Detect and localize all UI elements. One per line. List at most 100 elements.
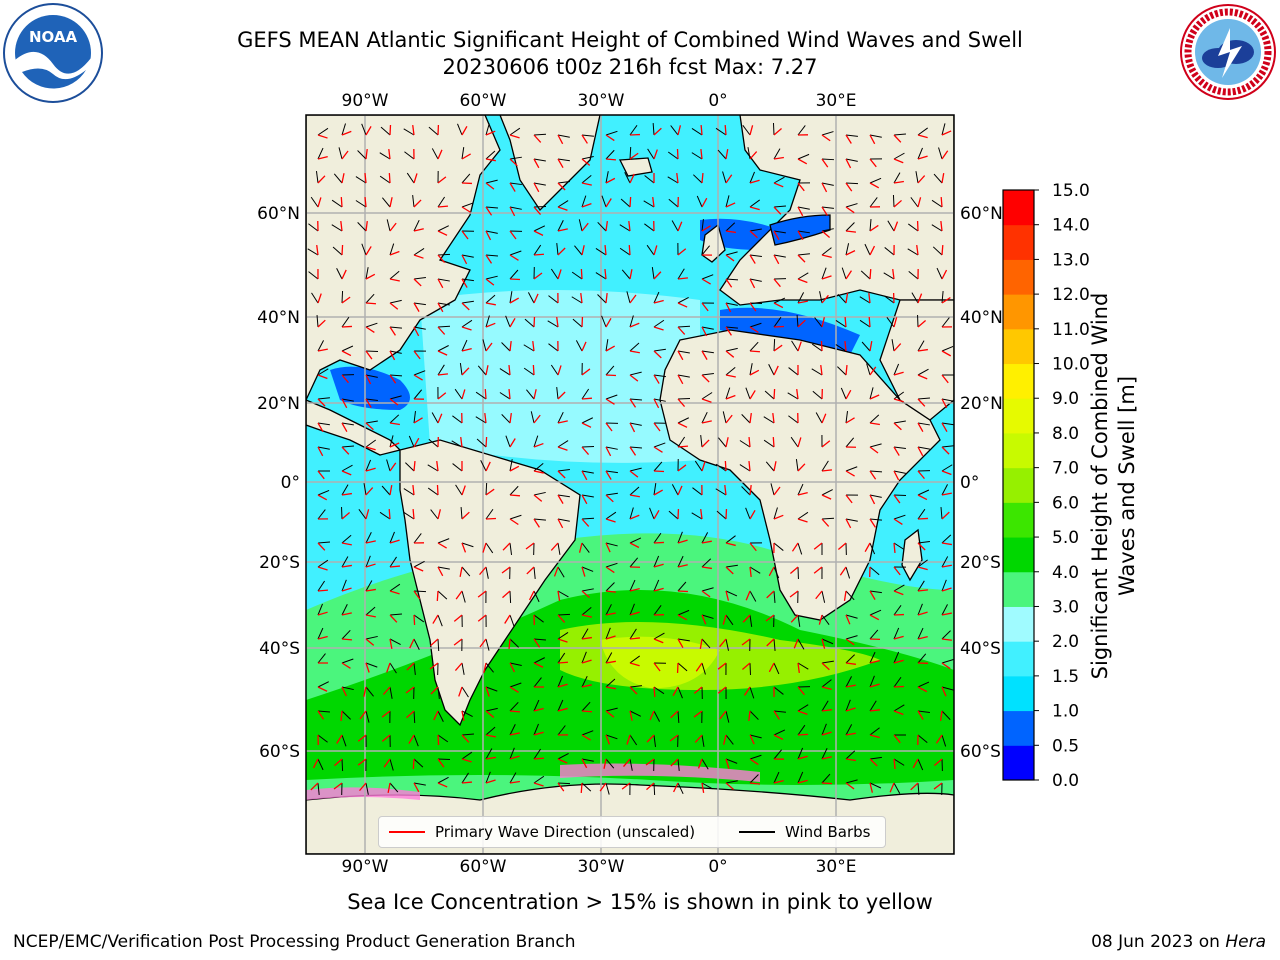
wind-barb	[533, 182, 546, 186]
wind-barb	[725, 195, 730, 208]
wind-barb	[763, 416, 775, 424]
wind-barb	[768, 364, 775, 376]
wave-direction-arrow	[533, 206, 542, 215]
wind-barb	[917, 508, 926, 520]
wind-barb	[581, 175, 592, 184]
wind-barb	[893, 782, 901, 794]
wave-direction-arrow	[941, 446, 950, 455]
wave-direction-arrow	[797, 206, 804, 217]
wave-direction-arrow	[789, 590, 799, 598]
wind-barb	[389, 374, 403, 377]
wave-direction-arrow	[941, 470, 952, 476]
wave-direction-arrow	[893, 590, 904, 596]
wave-direction-arrow	[941, 244, 944, 256]
wind-barb	[869, 700, 877, 712]
wind-barb	[629, 422, 642, 426]
wind-barb	[461, 173, 471, 184]
wave-direction-arrow	[941, 662, 951, 670]
wave-direction-arrow	[485, 461, 491, 472]
wind-barb	[893, 446, 906, 449]
wave-direction-arrow	[336, 734, 343, 744]
wave-direction-arrow	[364, 172, 367, 184]
wave-direction-arrow	[653, 326, 664, 331]
wind-barb	[581, 651, 587, 664]
wave-direction-arrow	[677, 464, 687, 472]
wave-direction-arrow	[413, 173, 418, 184]
wave-direction-arrow	[672, 782, 679, 793]
wind-barb	[821, 590, 826, 603]
wave-direction-arrow	[581, 758, 588, 769]
wind-barb	[621, 269, 631, 280]
wind-barb	[749, 322, 762, 328]
wave-direction-arrow	[749, 510, 756, 520]
wind-barb	[332, 246, 343, 256]
wind-barb	[739, 440, 751, 448]
wind-barb	[581, 588, 594, 592]
wave-direction-arrow	[317, 446, 324, 457]
wave-direction-arrow	[437, 413, 443, 424]
wave-direction-arrow	[742, 662, 751, 671]
wave-direction-arrow	[413, 254, 424, 259]
wave-direction-arrow	[365, 302, 377, 305]
wind-barb	[788, 367, 799, 376]
wind-barb	[677, 710, 680, 724]
wind-barb	[884, 295, 895, 304]
wind-barb	[773, 771, 780, 784]
wind-barb	[605, 171, 609, 184]
lat-label-left: 20°S	[259, 553, 300, 573]
wave-band-2to3-north	[420, 290, 700, 463]
wind-barb	[653, 686, 665, 695]
lat-label-left: 0°	[281, 473, 300, 493]
wind-barb	[773, 749, 783, 760]
colorbar-segment	[1003, 606, 1034, 642]
wave-direction-arrow	[700, 508, 703, 520]
wave-direction-arrow	[406, 662, 415, 671]
wave-direction-arrow	[389, 398, 399, 406]
wave-direction-arrow	[701, 302, 709, 312]
wave-direction-arrow	[893, 518, 903, 526]
wave-direction-arrow	[605, 518, 616, 523]
wind-barb	[821, 679, 832, 688]
wave-direction-arrow	[341, 130, 352, 136]
wind-barb	[917, 710, 930, 714]
wind-barb	[461, 733, 474, 736]
wind-barb	[557, 494, 570, 498]
wind-barb	[869, 651, 876, 664]
wave-direction-arrow	[749, 278, 756, 289]
wave-direction-arrow	[893, 158, 904, 164]
wave-direction-arrow	[581, 182, 592, 186]
wind-barb	[428, 438, 439, 448]
wave-direction-arrow	[742, 614, 751, 623]
wave-direction-arrow	[485, 779, 496, 784]
wind-barb	[941, 398, 954, 402]
wave-direction-arrow	[581, 422, 592, 428]
wind-barb	[485, 315, 490, 328]
wind-barb	[571, 271, 583, 280]
wave-direction-arrow	[461, 367, 470, 376]
wind-barb	[701, 326, 714, 330]
wave-direction-arrow	[749, 254, 756, 264]
lat-label-right: 40°N	[960, 308, 1003, 328]
wind-barb	[715, 488, 727, 496]
wave-direction-arrow	[508, 364, 511, 376]
wind-barb	[835, 319, 847, 328]
wave-direction-arrow	[317, 348, 328, 352]
wave-direction-arrow	[797, 463, 806, 472]
wave-direction-arrow	[341, 470, 352, 476]
wave-direction-arrow	[917, 710, 924, 720]
wave-direction-arrow	[893, 635, 904, 640]
wave-direction-arrow	[653, 350, 662, 359]
wind-barb	[869, 518, 882, 521]
wind-barb	[722, 411, 727, 424]
wave-direction-arrow	[677, 485, 683, 496]
wind-barb	[869, 177, 882, 184]
wind-barb	[797, 511, 809, 520]
wave-direction-arrow	[581, 134, 588, 144]
wind-barb	[749, 254, 762, 257]
wind-barb	[413, 560, 425, 568]
wind-barb	[811, 368, 823, 376]
wave-direction-arrow	[557, 518, 564, 529]
wave-direction-arrow	[893, 542, 896, 554]
wind-barb	[725, 780, 738, 784]
wave-direction-arrow	[365, 273, 376, 280]
